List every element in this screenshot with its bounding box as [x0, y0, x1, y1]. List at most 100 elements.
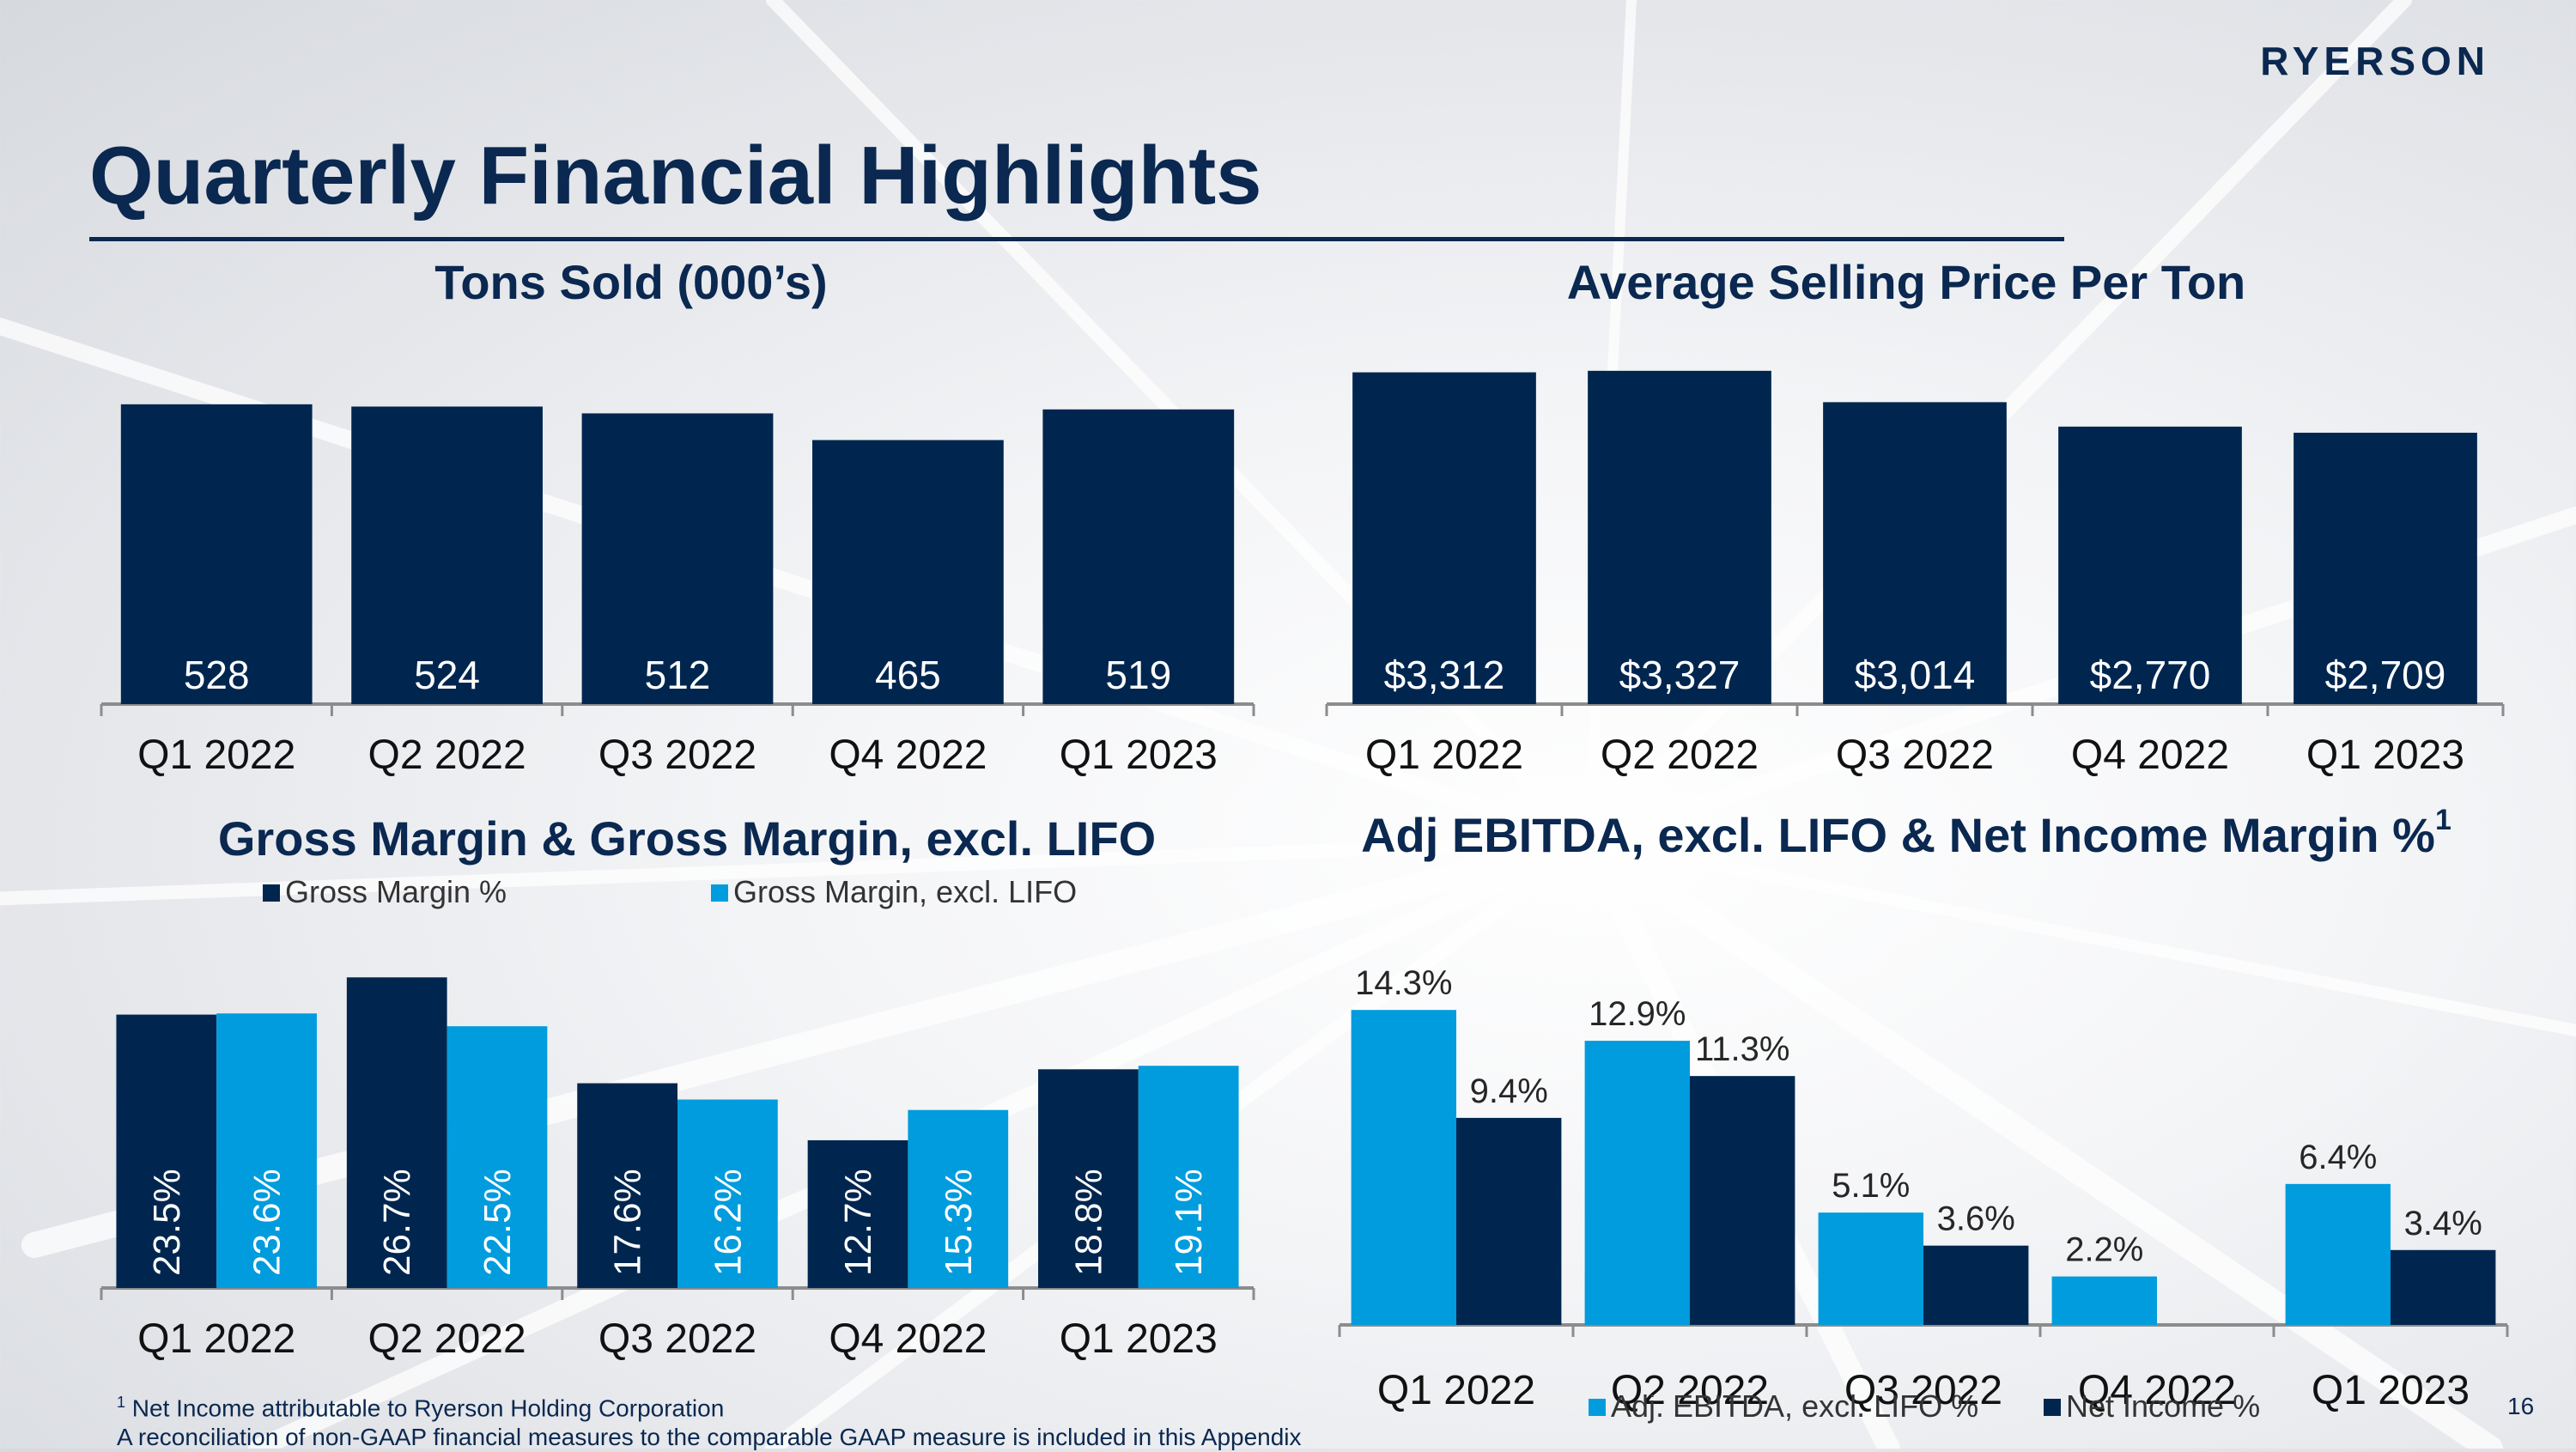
ebitda-bar [1818, 1212, 1923, 1325]
gm-data-label: 17.6% [607, 1169, 649, 1276]
title-divider [89, 237, 2064, 241]
ebitda-data-label: 3.4% [2404, 1205, 2482, 1242]
tons-bar [812, 440, 1004, 704]
gm-data-label: 26.7% [376, 1169, 418, 1276]
gm-category-label: Q1 2022 [137, 1316, 295, 1362]
gm-bar [677, 1099, 778, 1288]
gm-bar [447, 1026, 548, 1288]
gm-category-label: Q4 2022 [829, 1316, 987, 1362]
ebitda-data-label: 12.9% [1589, 995, 1686, 1033]
ebitda-bar [1351, 1010, 1456, 1325]
gm-bar [1138, 1066, 1239, 1288]
gm-data-label: 23.5% [146, 1169, 188, 1276]
ebitda-chart-title: Adj EBITDA, excl. LIFO & Net Income Marg… [1322, 804, 2490, 863]
asp-category-label: Q3 2022 [1836, 732, 1994, 778]
tons-data-label: 524 [414, 653, 480, 697]
asp-data-label: $3,327 [1619, 653, 1741, 697]
footnote-2: A reconciliation of non-GAAP financial m… [117, 1424, 1302, 1451]
footnote-1-text: Net Income attributable to Ryerson Holdi… [125, 1394, 725, 1422]
asp-data-label: $2,770 [2090, 653, 2211, 697]
tons-bar [1042, 409, 1235, 704]
ebitda-category-label: Q2 2022 [1611, 1368, 1769, 1413]
ebitda-bar [1690, 1076, 1795, 1325]
gm-legend-swatch [711, 884, 728, 902]
tons-data-label: 528 [184, 653, 250, 697]
ebitda-data-label: 14.3% [1355, 964, 1452, 1002]
ebitda-bar [2391, 1249, 2496, 1325]
gm-data-label: 12.7% [837, 1169, 879, 1276]
tons-data-label: 519 [1105, 653, 1171, 697]
tons-bar [581, 413, 774, 704]
ebitda-bar [1923, 1245, 2029, 1325]
asp-bar [1823, 402, 2007, 704]
gm-bar [577, 1083, 677, 1288]
gm-chart-title: Gross Margin & Gross Margin, excl. LIFO [217, 811, 1157, 866]
gm-data-label: 15.3% [938, 1169, 980, 1276]
gm-category-label: Q1 2023 [1060, 1316, 1218, 1362]
footnotes: 1 Net Income attributable to Ryerson Hol… [117, 1388, 1422, 1452]
tons-category-label: Q2 2022 [368, 732, 526, 778]
gm-data-label: 23.6% [246, 1169, 289, 1276]
gm-category-label: Q3 2022 [598, 1316, 756, 1362]
asp-bar [2058, 426, 2242, 704]
ebitda-category-label: Q1 2023 [2312, 1368, 2470, 1413]
gm-legend-label: Gross Margin, excl. LIFO [733, 874, 1077, 909]
gm-bar [116, 1014, 217, 1288]
ebitda-legend-label: Net Income % [2066, 1388, 2260, 1424]
ebitda-data-label: 6.4% [2299, 1139, 2377, 1176]
ebitda-category-label: Q1 2022 [1377, 1368, 1535, 1413]
ebitda-category-label: Q4 2022 [2078, 1368, 2236, 1413]
ebitda-data-label: 11.3% [1695, 1030, 1789, 1068]
asp-category-label: Q4 2022 [2071, 732, 2229, 778]
asp-category-label: Q1 2022 [1365, 732, 1523, 778]
asp-data-label: $3,014 [1855, 653, 1976, 697]
ebitda-data-label: 9.4% [1470, 1072, 1548, 1110]
page-number: 16 [2507, 1393, 2535, 1419]
ebitda-category-label: Q3 2022 [1844, 1368, 2002, 1413]
gm-bar [346, 977, 447, 1288]
asp-category-label: Q1 2023 [2306, 732, 2464, 778]
gm-category-label: Q2 2022 [368, 1316, 526, 1362]
gm-data-label: 16.2% [707, 1169, 749, 1276]
gm-bar [216, 1013, 317, 1288]
tons-bar [351, 406, 543, 704]
ebitda-legend-label: Adj. EBITDA, excl. LIFO % [1611, 1388, 1978, 1424]
gm-legend-swatch [263, 884, 280, 902]
ryerson-logo: RYERSON [2260, 39, 2490, 83]
gm-legend-label: Gross Margin % [285, 874, 507, 909]
ebitda-data-label: 5.1% [1832, 1167, 1910, 1205]
footnote-marker: 1 [117, 1394, 126, 1411]
ebitda-bar [2285, 1183, 2391, 1325]
gm-data-label: 18.8% [1067, 1169, 1109, 1276]
ebitda-legend-swatch [1589, 1399, 1606, 1416]
tons-chart-title: Tons Sold (000’s) [434, 255, 828, 309]
asp-data-label: $3,312 [1384, 653, 1505, 697]
gm-bar [807, 1139, 908, 1288]
tons-category-label: Q1 2023 [1060, 732, 1218, 778]
ebitda-data-label: 3.6% [1937, 1200, 2015, 1238]
ebitda-bar [1456, 1117, 1562, 1325]
ebitda-data-label: 2.2% [2065, 1231, 2143, 1269]
ebitda-bar [2051, 1276, 2157, 1325]
tons-category-label: Q3 2022 [598, 732, 756, 778]
ebitda-chart-title-text: Adj EBITDA, excl. LIFO & Net Income Marg… [1361, 808, 2435, 862]
gm-bar [908, 1109, 1009, 1288]
asp-bar [2293, 432, 2477, 704]
ebitda-bar [1584, 1041, 1690, 1325]
tons-data-label: 512 [645, 653, 711, 697]
asp-chart-title: Average Selling Price Per Ton [1566, 255, 2246, 309]
asp-category-label: Q2 2022 [1601, 732, 1759, 778]
tons-bar [120, 404, 313, 704]
ebitda-legend-swatch [2044, 1399, 2061, 1416]
asp-data-label: $2,709 [2325, 653, 2446, 697]
gm-bar [1038, 1069, 1139, 1288]
asp-bar [1588, 370, 1771, 704]
tons-category-label: Q4 2022 [829, 732, 987, 778]
footnote-1: 1 Net Income attributable to Ryerson Hol… [117, 1388, 1422, 1423]
ebitda-title-footnote-marker: 1 [2434, 804, 2451, 836]
page-title: Quarterly Financial Highlights [89, 130, 1262, 222]
